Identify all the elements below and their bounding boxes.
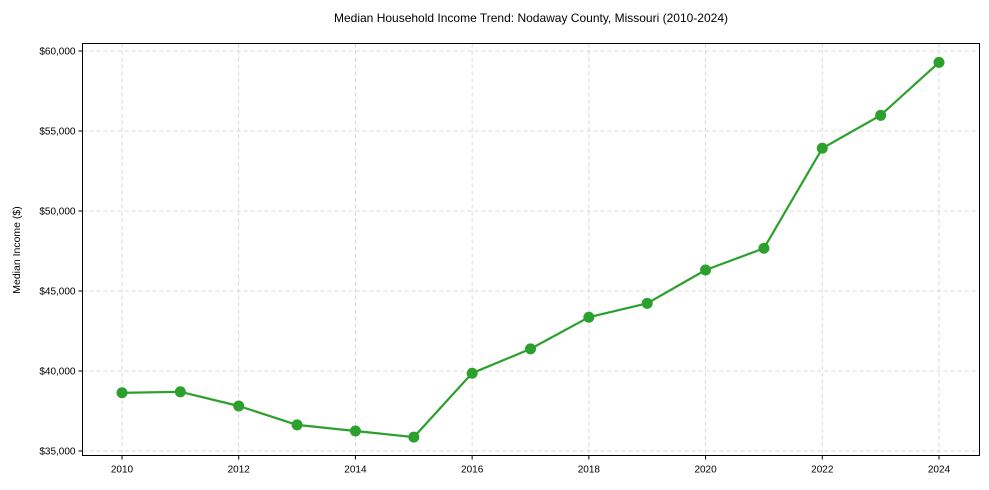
y-tick-label: $45,000 [39,287,76,298]
x-tick-label: 2024 [928,465,951,476]
y-tick-label: $35,000 [39,447,76,458]
x-tick-label: 2010 [111,465,134,476]
data-series [116,56,945,443]
data-point-marker [116,387,128,399]
x-tick-label: 2016 [461,465,484,476]
data-point-marker [291,419,303,431]
x-tick-label: 2022 [811,465,834,476]
data-point-marker [583,311,595,323]
data-point-marker [933,56,945,68]
data-point-marker [816,142,828,154]
x-tick-label: 2012 [228,465,251,476]
grid-lines [82,43,980,456]
data-point-marker [525,343,536,355]
data-point-marker [466,367,478,379]
x-tick-label: 2014 [344,465,367,476]
y-tick-label: $60,000 [39,47,76,58]
data-point-marker [700,264,712,276]
chart-title: Median Household Income Trend: Nodaway C… [334,11,728,25]
x-tick-label: 2018 [578,465,601,476]
data-point-marker [174,386,186,398]
x-axis: 2010 2012 2014 2016 2018 2020 2022 2024 [111,455,951,476]
data-point-marker [233,400,245,412]
data-point-marker [641,297,653,309]
data-point-marker [875,109,887,121]
y-tick-label: $55,000 [39,127,76,138]
data-point-marker [349,425,361,437]
x-tick-label: 2020 [694,465,717,476]
y-tick-label: $50,000 [39,207,76,218]
plot-area [82,43,980,456]
data-point-marker [758,242,770,254]
y-axis: $35,000 $40,000 $45,000 $50,000 $55,000 $60,0… [39,47,83,458]
y-axis-label: Median Income ($) [11,206,23,294]
data-point-marker [408,431,420,443]
y-tick-label: $40,000 [39,367,76,378]
series-line [121,61,940,439]
